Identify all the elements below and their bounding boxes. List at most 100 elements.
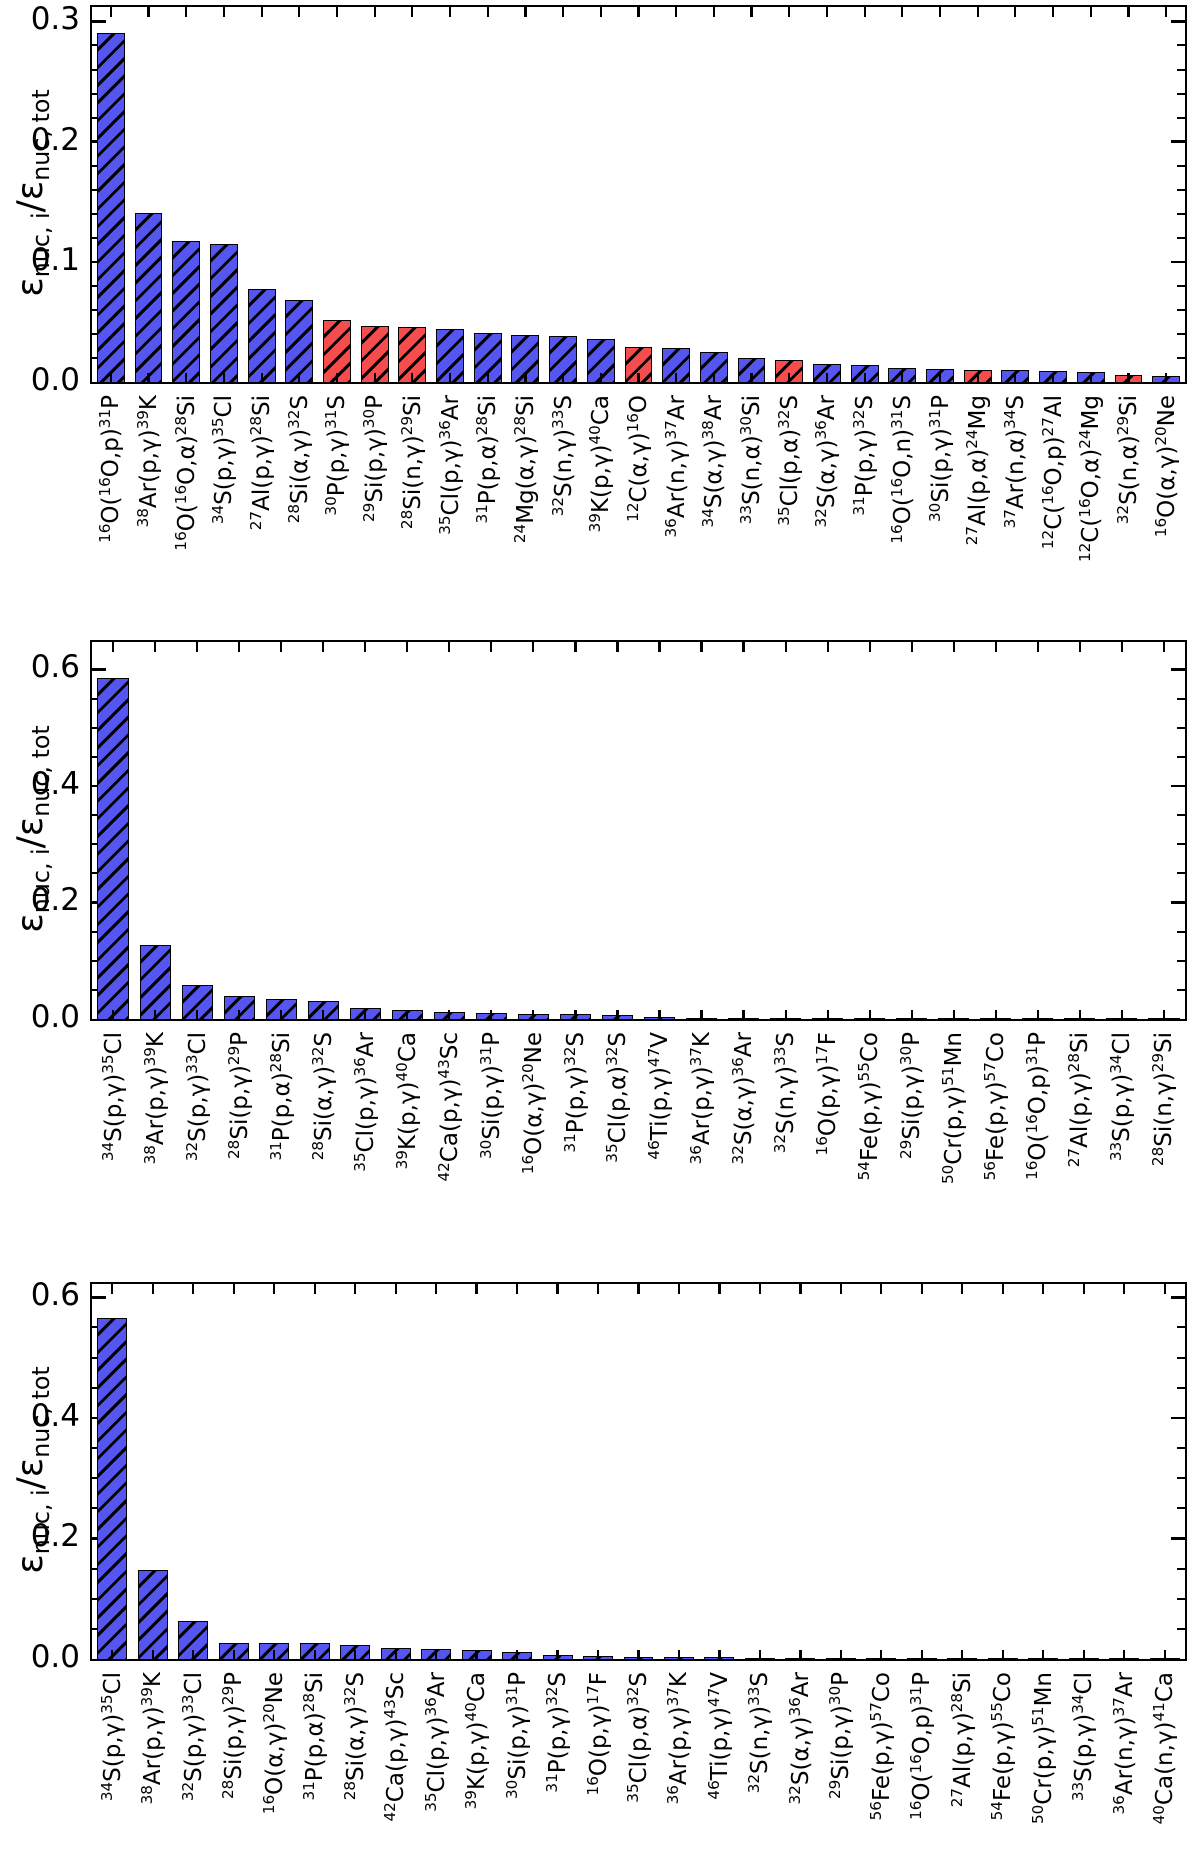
x-tick-label: 32S(p,γ)33Cl [182,1032,211,1162]
x-tick [238,642,241,652]
y-minor-tick [92,284,100,287]
x-tick [712,372,715,382]
x-tick-label: 54Fe(p,γ)55Co [987,1672,1017,1821]
x-tick [658,642,661,652]
x-tick [109,7,112,17]
x-tick-label: 16O(α,γ)20Ne [1151,395,1180,538]
y-minor-tick [92,1326,100,1329]
y-minor-tick [92,92,100,95]
x-tick-label: 30P(p,γ)31S [322,395,351,516]
x-tick [1163,1284,1166,1294]
y-tick-label: 0.6 [30,649,80,686]
x-tick [515,1649,519,1659]
bar [134,212,163,382]
x-tick-label: 54Fe(p,γ)55Co [854,1032,884,1181]
x-tick [111,1009,115,1019]
x-tick [335,372,339,382]
x-tick-label: 42Ca(p,γ)43Sc [380,1672,410,1822]
y-minor-tick [1177,332,1185,335]
x-tick [700,642,703,652]
y-minor-tick [1177,308,1185,311]
x-tick-label: 16O(16O,p)31P [1023,1032,1052,1180]
x-tick [616,642,619,652]
y-minor-tick [1177,68,1185,71]
x-tick [192,1284,195,1294]
x-tick [280,1009,283,1019]
x-tick-label: 31P(p,α)28Si [266,1032,295,1161]
x-tick-label: 35Cl(p,γ)36Ar [350,1032,379,1172]
x-tick [448,642,451,652]
plot-area [90,1282,1187,1661]
x-tick-label: 28Si(n,γ)29Si [397,395,426,530]
y-major-tick [1171,20,1185,23]
x-tick [1127,7,1130,17]
x-tick-label: 16O(16O,α)28Si [171,395,200,551]
y-major-tick [1171,784,1185,788]
x-tick [109,372,112,382]
y-major-tick [1171,901,1185,904]
x-tick [758,1649,762,1659]
x-tick [901,7,904,17]
y-minor-tick [1177,872,1185,875]
x-tick [839,1284,842,1294]
bar [398,326,427,382]
y-minor-tick [1177,1386,1185,1389]
x-tick-label: 32S(n,α)29Si [1113,395,1142,525]
x-tick [1120,642,1124,652]
bar [247,289,276,382]
x-tick-label: 35Cl(p,α)32S [623,1672,652,1803]
y-minor-tick [1177,1627,1185,1630]
bar [662,348,691,382]
y-tick-label: 0.1 [30,241,80,278]
x-tick-label: 31P(p,γ)32S [849,395,879,516]
y-major-tick [92,20,106,23]
y-minor-tick [1177,212,1185,215]
x-tick [151,1284,154,1294]
x-tick-label: 40Ca(n,γ)41Ca [1149,1672,1179,1825]
y-minor-tick [92,697,100,700]
y-minor-tick [92,1356,100,1359]
x-tick-label: 35Cl(p,γ)36Ar [435,395,464,535]
x-tick [718,1649,721,1659]
x-tick [863,7,866,17]
x-tick [475,1649,478,1659]
x-tick [758,1284,762,1294]
x-tick [1036,1009,1039,1019]
x-tick-label: 28Si(α,γ)32S [284,395,313,524]
x-tick [880,1649,883,1659]
y-minor-tick [1177,1326,1185,1329]
x-tick [1123,1649,1126,1659]
bar [181,984,213,1019]
bar [209,243,238,382]
x-tick-label: 39K(p,γ)40Ca [461,1672,491,1810]
x-tick [298,372,301,382]
x-tick [1089,372,1092,382]
x-tick [1127,372,1130,382]
x-tick [532,1009,535,1019]
x-tick [232,1284,235,1294]
x-tick [1078,642,1081,652]
x-tick [515,1284,519,1294]
y-minor-tick [92,308,100,311]
x-tick [185,372,188,382]
x-tick-label: 27Al(p,α)24Mg [962,395,992,546]
y-minor-tick [92,356,100,359]
x-tick [677,1284,681,1294]
x-tick-label: 46Ti(p,γ)47V [704,1672,733,1800]
x-tick [313,1649,316,1659]
x-tick [354,1649,357,1659]
x-tick [406,1009,409,1019]
bar [285,300,314,382]
x-tick [712,7,715,17]
x-tick [880,1284,883,1294]
x-tick [556,1649,559,1659]
bar [178,1621,209,1659]
x-tick [938,372,942,382]
x-tick [111,1649,114,1659]
y-minor-tick [1177,1356,1185,1359]
x-tick [373,372,376,382]
x-tick-label: 42Ca(p,γ)43Sc [434,1032,463,1182]
x-tick-label: 16O(16O,p)31P [96,395,125,543]
y-minor-tick [1177,1597,1185,1600]
y-major-tick [1171,1296,1185,1299]
